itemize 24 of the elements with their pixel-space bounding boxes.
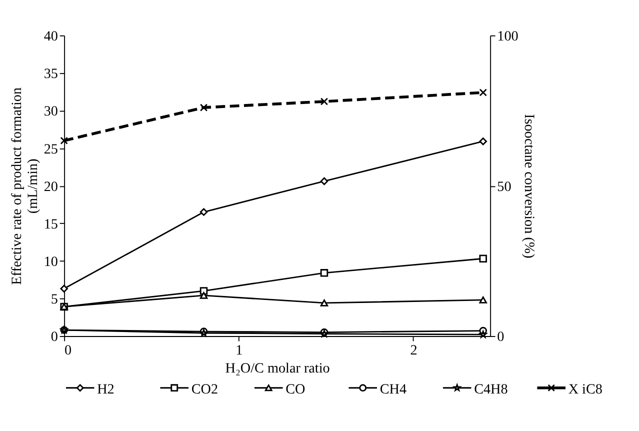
y-tick-label: 15 — [44, 216, 58, 232]
y2-tick-label: 0 — [497, 329, 504, 346]
y-tick-label: 20 — [44, 178, 58, 195]
y-axis-title: Effective rate of product formation (mL/min) — [9, 87, 42, 285]
x-tick-label: 0 — [64, 342, 72, 358]
x-tick-label: 1 — [236, 342, 243, 358]
legend-label: CO — [286, 382, 306, 398]
y-tick-label: 10 — [44, 254, 58, 270]
y-tick-label: 25 — [44, 141, 58, 158]
y2-axis-title: Isooctane conversion (%) — [520, 114, 537, 259]
y-tick-label: 40 — [44, 28, 58, 45]
y2-tick-label: 100 — [497, 28, 518, 45]
x-tick-label: 2 — [410, 342, 418, 358]
y-tick-label: 0 — [50, 329, 58, 346]
y-tick-label: 5 — [50, 292, 58, 308]
y-tick-label: 35 — [44, 66, 58, 82]
y2-tick-label: 50 — [497, 178, 512, 195]
x-axis-title: H₂O/C molar ratio — [225, 360, 330, 376]
legend-label: X iC8 — [568, 382, 602, 398]
y-tick-label: 30 — [44, 104, 58, 120]
legend-label: C4H8 — [474, 382, 508, 398]
legend-label: CH4 — [380, 382, 407, 398]
legend-label: CO2 — [191, 382, 218, 398]
legend-label: H2 — [97, 382, 114, 398]
